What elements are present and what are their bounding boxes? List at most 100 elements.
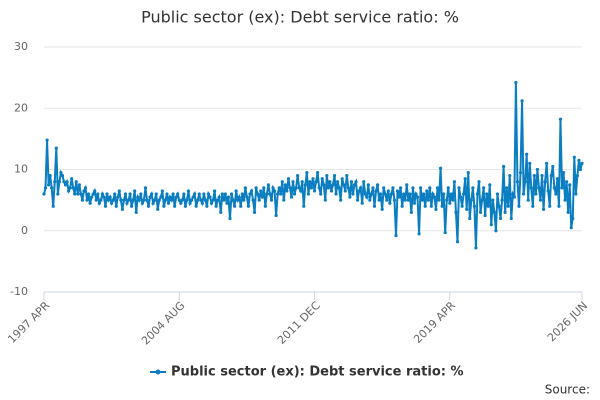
point [162,204,166,208]
point [580,161,584,165]
point [515,180,520,184]
point [259,189,263,193]
point [505,186,509,190]
point [217,195,221,199]
point [280,180,284,184]
point [337,186,341,190]
point [279,192,283,196]
point [446,186,450,190]
point [151,201,155,205]
point [137,198,141,202]
point [182,192,186,196]
point [346,186,350,190]
point [70,177,74,181]
point [188,201,192,205]
x-tick-label: 1997 APR [5,299,52,346]
point [422,192,426,196]
point [345,174,349,178]
point [535,167,540,172]
point [57,180,61,184]
point [541,207,546,211]
point [269,198,274,202]
point [150,192,154,196]
point [94,198,98,202]
point [486,204,490,208]
point [397,195,401,199]
point [54,146,58,150]
point [62,180,66,184]
point [399,186,403,190]
point [451,198,455,202]
point [512,195,516,199]
point [529,186,533,190]
point [349,180,354,184]
point [429,204,433,208]
point [365,195,369,199]
point [458,195,463,199]
point [392,198,397,202]
point [289,195,294,199]
point [518,170,523,175]
point [442,192,446,196]
point [237,195,241,199]
point [511,192,515,196]
point [266,183,271,187]
point [355,198,360,202]
point [561,170,566,175]
point [77,183,81,187]
point [128,192,132,196]
point [485,192,489,196]
point [302,204,306,208]
point [531,204,535,208]
point [90,195,94,199]
point [206,192,211,196]
point [380,207,384,211]
point [254,186,258,190]
x-tick-label: 2019 APR [411,299,458,346]
point [420,198,424,202]
point [110,201,114,205]
point [225,201,229,205]
point [538,198,543,202]
point [97,201,101,205]
point [574,192,578,196]
point [282,198,286,202]
point [189,198,194,202]
point [272,189,277,193]
point [309,186,314,190]
point [173,204,177,208]
point [243,186,247,190]
point [382,186,386,190]
point [494,229,498,233]
point [449,192,453,196]
point [460,204,464,208]
point [403,198,407,202]
point [183,204,188,208]
point [251,198,255,202]
point [216,198,220,202]
series-line [43,82,583,248]
point [368,198,372,202]
point [389,192,393,196]
point [339,198,343,202]
point [509,216,513,221]
point [577,158,581,162]
point [385,198,389,202]
point [394,234,398,238]
point [113,192,117,196]
point [537,186,541,190]
point [306,192,310,196]
point [82,189,86,193]
point [540,174,544,178]
point [405,183,409,187]
point [335,180,340,184]
point [214,204,218,208]
point [143,186,148,190]
point [277,186,281,190]
point [156,207,160,211]
point [59,170,63,175]
point [388,201,392,205]
point [106,198,111,202]
point [308,180,312,184]
